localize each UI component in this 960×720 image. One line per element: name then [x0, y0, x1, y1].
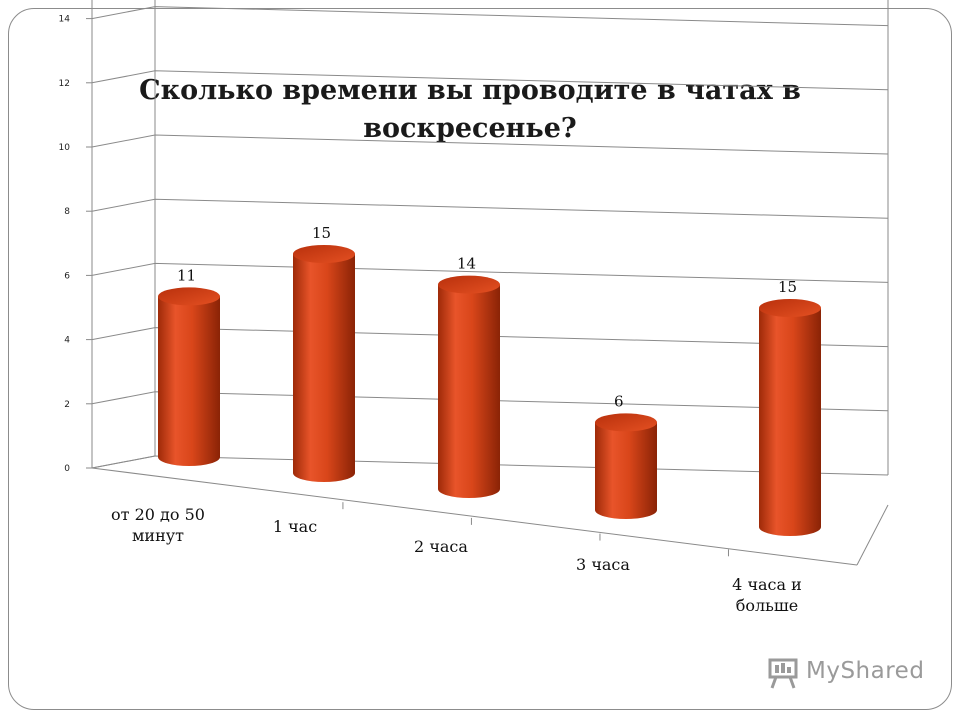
data-label: 6: [614, 392, 624, 410]
watermark-logo: MyShared: [766, 655, 936, 695]
labels-layer: 0246810121416111514615от 20 до 50минут1 …: [59, 15, 802, 615]
bar-top: [595, 413, 657, 432]
bar-body: [158, 296, 220, 466]
category-label: 1 час: [273, 517, 317, 536]
bar-top: [438, 275, 500, 294]
category-label: 4 часа и больше: [732, 575, 802, 615]
axis-layer: [86, 0, 889, 566]
bar-3: [438, 275, 500, 498]
category-label: от 20 до 50 минут: [111, 505, 205, 545]
y-tick-label: 8: [64, 207, 70, 217]
category-label-line: 3 часа: [576, 555, 630, 574]
presentation-board-icon: [768, 658, 798, 689]
bar-4: [595, 413, 657, 519]
bar-1: [158, 287, 220, 466]
gridline: [91, 6, 889, 27]
bar-top: [759, 299, 821, 317]
gridline: [91, 134, 889, 155]
y-tick-label: 14: [59, 15, 71, 25]
category-label-line: минут: [132, 526, 184, 545]
bars-layer: [158, 245, 821, 536]
floor-left-edge: [91, 455, 156, 469]
category-label-line: 2 часа: [414, 537, 468, 556]
x-axis-line: [91, 467, 858, 566]
bar-top: [293, 245, 355, 263]
y-tick-label: 4: [64, 336, 70, 346]
data-label: 15: [312, 224, 331, 242]
data-label: 15: [778, 278, 797, 296]
bar-body: [438, 284, 500, 498]
bar-body: [595, 422, 657, 519]
y-tick-label: 0: [64, 464, 70, 474]
bar-2: [293, 245, 355, 482]
category-label-line: от 20 до 50: [111, 505, 205, 524]
category-label-line: 1 час: [273, 517, 317, 536]
category-label: 3 часа: [576, 555, 630, 574]
bar-top: [158, 287, 220, 306]
y-tick-label: 10: [59, 143, 71, 153]
category-label-line: больше: [736, 596, 798, 615]
y-tick-label: 12: [59, 79, 70, 89]
gridline: [91, 70, 889, 91]
category-label: 2 часа: [414, 537, 468, 556]
chart-title: Сколько времени вы проводите в чатах в в…: [139, 75, 801, 144]
watermark-text: MyShared: [806, 658, 925, 684]
floor-right-edge: [856, 504, 889, 566]
bar-body: [293, 254, 355, 482]
gridline: [91, 198, 889, 219]
bar-body: [759, 308, 821, 536]
bar-5: [759, 299, 821, 536]
data-label: 11: [177, 266, 196, 284]
category-label-line: 4 часа и: [732, 575, 802, 594]
y-tick-label: 2: [64, 400, 70, 410]
data-label: 14: [457, 255, 476, 273]
y-tick-label: 6: [64, 271, 70, 281]
